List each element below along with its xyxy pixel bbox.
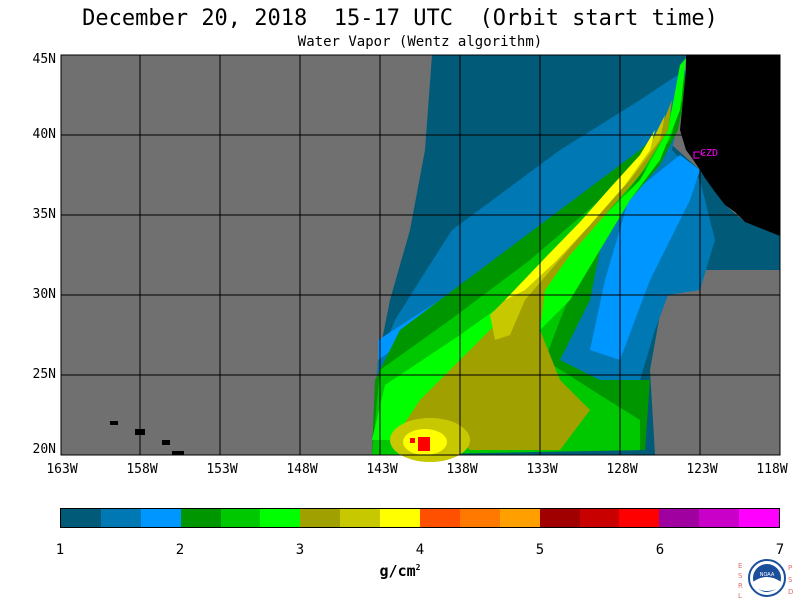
colorbar-swatch-16	[699, 509, 740, 527]
colorbar-tick-6: 6	[655, 542, 665, 558]
lon-label-163w: 163W	[46, 462, 78, 477]
colorbar-units: g/cm2	[360, 562, 440, 580]
lon-label-148w: 148W	[286, 462, 318, 477]
colorbar-swatch-12	[539, 509, 580, 527]
colorbar-swatch-14	[619, 509, 660, 527]
lon-label-123w: 123W	[686, 462, 718, 477]
lat-label-40n: 40N	[32, 127, 56, 142]
lat-label-20n: 20N	[32, 442, 56, 457]
colorbar-tick-4: 4	[415, 542, 425, 558]
colorbar-swatch-7	[340, 509, 381, 527]
swath-olive	[400, 100, 672, 450]
noaa-logo: E S R L P S D NOAA	[738, 559, 793, 600]
lon-label-158w: 158W	[126, 462, 158, 477]
colorbar-swatch-3	[180, 509, 221, 527]
colorbar-swatch-10	[459, 509, 500, 527]
lon-label-153w: 153W	[206, 462, 238, 477]
colorbar-swatch-4	[220, 509, 261, 527]
colorbar-swatch-1	[100, 509, 141, 527]
colorbar-swatch-2	[140, 509, 181, 527]
logo-letter-r: R	[738, 582, 743, 590]
lon-label-118w: 118W	[756, 462, 788, 477]
lon-label-133w: 133W	[526, 462, 558, 477]
swath-bright-blue-1	[590, 155, 700, 360]
logo-letter-e: E	[738, 562, 742, 570]
colorbar-tick-3: 3	[295, 542, 305, 558]
colorbar-swatch-6	[300, 509, 341, 527]
colorbar-swatch-8	[380, 509, 421, 527]
lat-label-45n: 45N	[32, 52, 56, 67]
map-subtitle: Water Vapor (Wentz algorithm)	[297, 34, 543, 50]
map-title: December 20, 2018 15-17 UTC (Orbit start…	[82, 6, 718, 31]
island-1	[110, 421, 118, 425]
colorbar-swatch-9	[420, 509, 460, 527]
lon-label-138w: 138W	[446, 462, 478, 477]
logo-letter-s: S	[738, 572, 743, 580]
logo-letter-s2: S	[788, 576, 793, 584]
colorbar-swatch-15	[659, 509, 700, 527]
swath-blob-red	[418, 437, 430, 451]
colorbar-swatch-17	[739, 509, 780, 527]
land-mass	[680, 55, 780, 236]
colorbar-tick-1: 1	[55, 542, 65, 558]
colorbar	[60, 508, 780, 528]
colorbar-tick-7: 7	[775, 542, 785, 558]
swath-blob-red-2	[410, 438, 415, 443]
island-3	[162, 440, 170, 445]
lat-label-30n: 30N	[32, 287, 56, 302]
logo-letter-p: P	[788, 564, 792, 572]
colorbar-swatch-11	[499, 509, 540, 527]
units-base: g/cm	[379, 562, 416, 580]
lon-label-143w: 143W	[366, 462, 398, 477]
lon-label-128w: 128W	[606, 462, 638, 477]
logo-letter-d: D	[788, 588, 793, 596]
map-grid	[60, 54, 781, 456]
colorbar-tick-5: 5	[535, 542, 545, 558]
lat-label-35n: 35N	[32, 207, 56, 222]
island-4	[172, 451, 184, 455]
colorbar-swatch-0	[61, 509, 101, 527]
units-exponent: 2	[415, 563, 421, 572]
logo-letter-l: L	[738, 592, 742, 600]
colorbar-swatch-13	[579, 509, 620, 527]
colorbar-tick-2: 2	[175, 542, 185, 558]
colorbar-swatch-5	[260, 509, 301, 527]
station-label: CZD	[700, 148, 718, 159]
logo-center-text: NOAA	[760, 572, 775, 578]
lat-label-25n: 25N	[32, 367, 56, 382]
swath-bright-green	[372, 58, 686, 440]
